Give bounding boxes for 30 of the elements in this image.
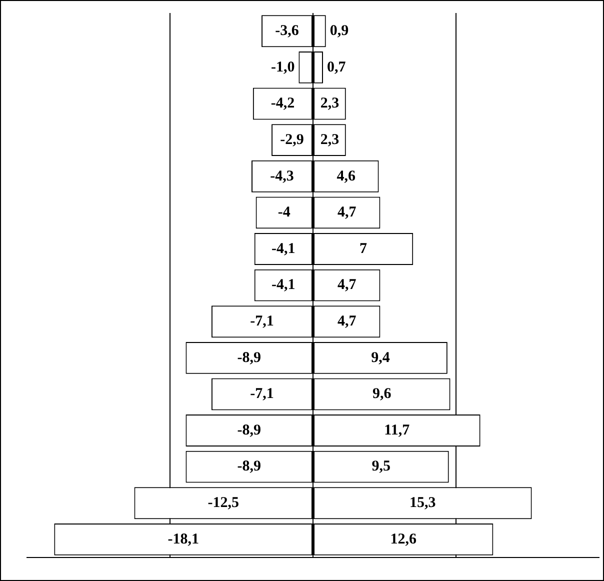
data-label: 9,6 [372,386,392,402]
data-label: -4,1 [272,240,296,257]
data-label: -4,1 [272,277,296,294]
data-label: -8,9 [237,350,261,366]
data-label: 0,9 [330,23,349,40]
data-label: -4,2 [270,96,295,112]
data-label: -4,3 [270,168,294,184]
data-label: 4,7 [337,313,357,330]
data-label: 4,7 [337,204,357,221]
data-label: 12,6 [390,531,417,548]
data-label: 15,3 [410,495,436,512]
data-label: 7 [360,240,368,257]
data-label: 9,4 [371,350,390,366]
data-label: 4,6 [336,168,356,184]
data-label: -18,1 [168,531,199,548]
data-label: -8,9 [237,422,261,438]
data-label: -2,9 [280,132,304,148]
data-label: 2,3 [320,96,340,112]
data-label: 0,7 [327,59,346,76]
data-label: -1,0 [270,59,295,76]
data-label: -4 [278,204,291,221]
data-label: -12,5 [208,495,239,512]
data-label: 11,7 [384,422,410,438]
data-label: -7,1 [250,386,274,402]
data-label: 9,5 [372,458,391,475]
data-label: 2,3 [320,132,340,148]
data-label: -8,9 [237,458,261,475]
data-label: -3,6 [275,23,300,40]
data-label: -7,1 [250,313,274,330]
data-label: 4,7 [337,277,357,294]
